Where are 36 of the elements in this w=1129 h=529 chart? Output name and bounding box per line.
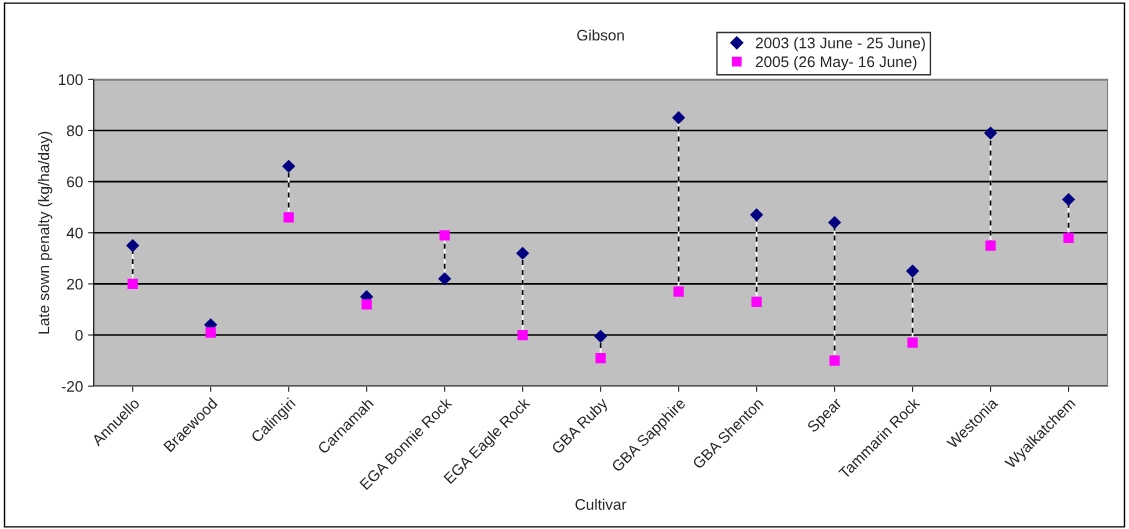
y-tick-label: 80	[66, 125, 83, 137]
point	[595, 352, 606, 364]
point	[594, 329, 608, 343]
point	[905, 264, 920, 278]
y-tick-label: 60	[67, 176, 83, 188]
point	[516, 246, 530, 260]
point	[361, 299, 372, 310]
point	[828, 215, 842, 230]
point	[439, 230, 450, 241]
point	[283, 212, 294, 223]
point	[983, 126, 998, 140]
point	[1061, 192, 1076, 207]
point	[1063, 232, 1074, 244]
point	[205, 327, 216, 338]
point	[750, 208, 764, 222]
point	[438, 272, 452, 286]
point	[126, 238, 140, 253]
point	[517, 329, 528, 341]
point	[282, 159, 296, 173]
chart-title: Gibson	[577, 29, 624, 41]
point	[127, 278, 138, 290]
y-tick-label: 0	[75, 329, 83, 341]
y-tick-label: 40	[66, 227, 83, 239]
point	[751, 296, 762, 307]
x-axis-title: Cultivar	[575, 498, 627, 510]
y-tick-label: 100	[58, 74, 83, 86]
point	[673, 286, 684, 297]
legend-label: 2005 (26 May- 16 June)	[755, 55, 917, 71]
point	[985, 240, 996, 251]
point	[672, 111, 686, 125]
legend-label: 2003 (13 June - 25 June)	[755, 37, 925, 52]
point	[829, 355, 840, 366]
y-tick-label: 20	[67, 278, 83, 290]
y-tick-label: -20	[61, 381, 83, 392]
y-axis-title: Late sown penalty (kg/ha/day)	[38, 131, 53, 334]
point	[907, 337, 918, 348]
